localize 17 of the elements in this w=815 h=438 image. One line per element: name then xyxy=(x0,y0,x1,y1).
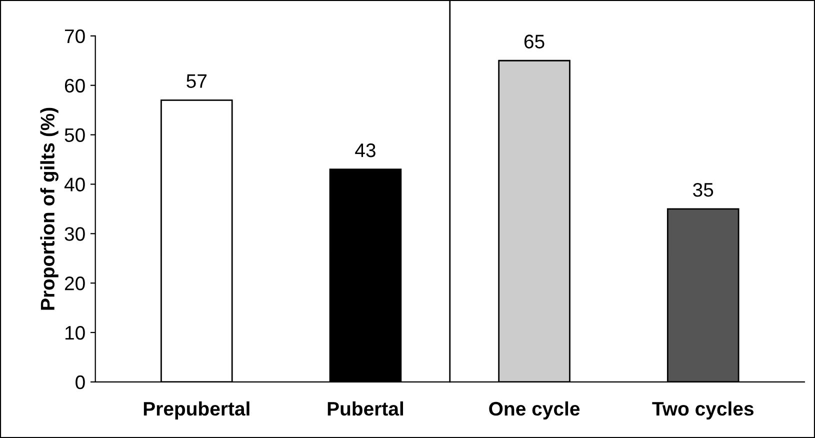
x-tick-label: Two cycles xyxy=(652,401,754,420)
y-tick-label: 40 xyxy=(64,178,85,192)
data-label: 43 xyxy=(355,143,376,158)
data-label: 57 xyxy=(186,74,206,88)
x-tick-label: Pubertal xyxy=(328,401,403,416)
y-tick-label: 50 xyxy=(64,128,85,142)
y-tick-label: 20 xyxy=(64,276,85,290)
data-label: 35 xyxy=(693,182,714,197)
y-axis-title: Proportion of gilts (%) xyxy=(40,108,58,310)
y-tick-label: 10 xyxy=(65,326,85,340)
data-label: 65 xyxy=(524,34,544,48)
y-tick-label: 70 xyxy=(65,29,85,44)
y-tick-label: 30 xyxy=(64,227,85,241)
x-tick-label: One cycle xyxy=(489,401,580,420)
y-tick-label: 60 xyxy=(64,78,85,93)
y-tick-label: 0 xyxy=(76,375,85,390)
x-tick-label: Prepubertal xyxy=(144,401,250,420)
